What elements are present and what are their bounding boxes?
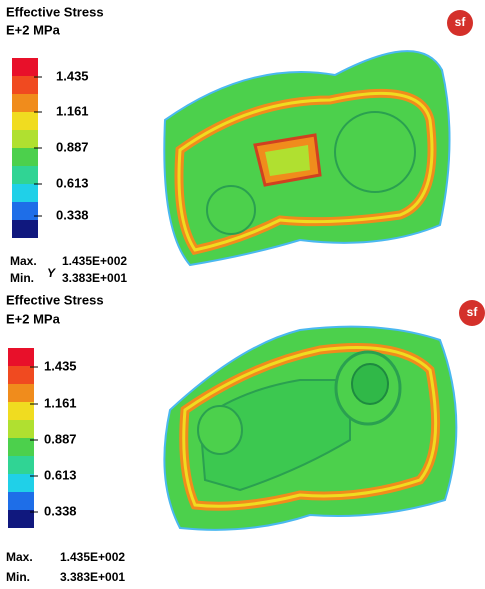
- panel: Effective Stress E+2 MPa 1.435 1.161 0.8…: [6, 4, 473, 285]
- unit: E+2 MPa: [6, 311, 61, 326]
- legend-label: 1.161: [56, 103, 89, 118]
- min-label: Min.: [6, 570, 30, 584]
- unit: E+2 MPa: [6, 22, 61, 37]
- legend-label: 0.613: [56, 175, 89, 190]
- panel: Effective Stress E+2 MPa 1.435 1.161 0.8…: [6, 292, 485, 584]
- title: Effective Stress: [6, 4, 104, 19]
- axis-label: Y: [47, 266, 56, 280]
- max-label: Max.: [6, 550, 33, 564]
- title: Effective Stress: [6, 292, 104, 307]
- legend-label: 0.887: [56, 139, 89, 154]
- logo-text: sf: [467, 305, 479, 319]
- part-model: [164, 51, 449, 265]
- min-value: 3.383E+001: [60, 570, 125, 584]
- min-label: Min.: [10, 271, 34, 285]
- part-model: [164, 327, 456, 530]
- legend-label: 1.161: [44, 395, 77, 410]
- legend-label: 0.338: [56, 207, 89, 222]
- max-label: Max.: [10, 254, 37, 268]
- color-bar: [8, 348, 34, 528]
- screenshot: Effective Stress E+2 MPa 1.435 1.161 0.8…: [0, 0, 485, 589]
- min-value: 3.383E+001: [62, 271, 127, 285]
- max-value: 1.435E+002: [60, 550, 125, 564]
- legend-label: 1.435: [56, 68, 89, 83]
- legend-label: 0.887: [44, 431, 77, 446]
- legend-label: 0.613: [44, 467, 77, 482]
- legend-label: 1.435: [44, 358, 77, 373]
- logo-text: sf: [455, 15, 467, 29]
- max-value: 1.435E+002: [62, 254, 127, 268]
- legend-label: 0.338: [44, 503, 77, 518]
